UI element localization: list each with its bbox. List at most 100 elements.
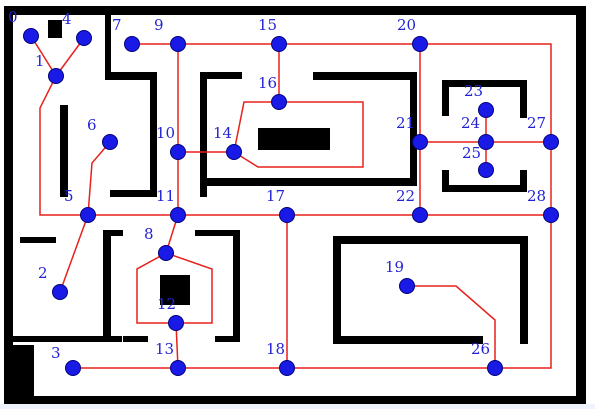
graph-edge-16-14 — [233, 101, 364, 168]
maze-wall — [60, 105, 68, 197]
graph-node-21[interactable]: 21 — [396, 114, 428, 150]
maze-wall — [195, 230, 240, 236]
graph-node-17[interactable]: 17 — [266, 187, 295, 223]
node-label: 26 — [471, 340, 490, 358]
maze-wall — [333, 236, 341, 344]
node-dot — [76, 30, 92, 46]
graph-node-12[interactable]: 12 — [157, 295, 184, 331]
maze-wall — [123, 336, 148, 342]
node-label: 21 — [396, 114, 415, 132]
node-label: 23 — [464, 82, 483, 100]
maze-wall — [4, 6, 13, 404]
graph-node-18[interactable]: 18 — [266, 340, 295, 376]
node-dot — [399, 278, 415, 294]
graph-node-2[interactable]: 2 — [38, 264, 68, 300]
node-label: 1 — [35, 52, 45, 70]
node-label: 19 — [385, 258, 404, 276]
graph-node-3[interactable]: 3 — [51, 344, 81, 376]
node-label: 17 — [266, 187, 285, 205]
graph-node-14[interactable]: 14 — [213, 124, 242, 160]
node-label: 28 — [527, 187, 546, 205]
maze-wall — [520, 170, 527, 192]
node-label: 2 — [38, 264, 48, 282]
graph-node-8[interactable]: 8 — [144, 225, 174, 261]
node-dot — [412, 207, 428, 223]
node-dot — [478, 102, 494, 118]
maze-wall — [110, 190, 156, 197]
maze-wall — [105, 15, 111, 77]
graph-node-13[interactable]: 13 — [155, 340, 186, 376]
node-dot — [279, 207, 295, 223]
node-label: 22 — [396, 187, 415, 205]
node-label: 4 — [62, 10, 72, 28]
graph-node-1[interactable]: 1 — [35, 52, 64, 84]
node-label: 15 — [258, 16, 277, 34]
node-label: 10 — [156, 124, 175, 142]
node-label: 20 — [397, 16, 416, 34]
graph-node-27[interactable]: 27 — [527, 114, 559, 150]
node-dot — [279, 360, 295, 376]
graph-node-10[interactable]: 10 — [156, 124, 186, 160]
node-label: 12 — [157, 295, 176, 313]
node-label: 16 — [258, 74, 277, 92]
graph-node-26[interactable]: 26 — [471, 340, 503, 376]
node-dot — [271, 94, 287, 110]
maze-wall — [103, 230, 111, 342]
node-label: 11 — [156, 187, 175, 205]
node-label: 25 — [462, 144, 481, 162]
graph-node-15[interactable]: 15 — [258, 16, 287, 52]
node-dot — [412, 134, 428, 150]
maze-wall — [10, 336, 122, 342]
graph-node-19[interactable]: 19 — [385, 258, 415, 294]
node-label: 9 — [154, 16, 164, 34]
graph-edge-5-2 — [59, 214, 89, 293]
node-dot — [487, 360, 503, 376]
graph-node-20[interactable]: 20 — [397, 16, 428, 52]
node-label: 7 — [112, 16, 122, 34]
maze-wall — [204, 178, 417, 186]
graph-node-9[interactable]: 9 — [154, 16, 186, 52]
node-dot — [226, 144, 242, 160]
node-dot — [168, 315, 184, 331]
graph-edge-26-28 — [495, 215, 552, 369]
graph-node-28[interactable]: 28 — [527, 187, 559, 223]
maze-wall — [200, 72, 207, 197]
node-dot — [80, 207, 96, 223]
graph-node-24[interactable]: 24 — [461, 114, 494, 150]
graph-node-23[interactable]: 23 — [464, 82, 494, 118]
node-dot — [170, 144, 186, 160]
maze-wall — [20, 237, 56, 243]
graph-edge-19-26 — [407, 285, 496, 368]
maze-wall — [520, 80, 527, 118]
node-dot — [158, 245, 174, 261]
graph-node-16[interactable]: 16 — [258, 74, 287, 110]
node-dot — [271, 36, 287, 52]
bottom-strip — [0, 404, 595, 409]
graph-node-25[interactable]: 25 — [462, 144, 494, 178]
node-dot — [48, 68, 64, 84]
graph-node-6[interactable]: 6 — [87, 116, 118, 150]
graph-node-22[interactable]: 22 — [396, 187, 428, 223]
graph-node-11[interactable]: 11 — [156, 187, 186, 223]
node-dot — [124, 36, 140, 52]
graph-node-4[interactable]: 4 — [62, 10, 92, 46]
graph-node-7[interactable]: 7 — [112, 16, 140, 52]
node-dot — [478, 134, 494, 150]
maze-wall — [103, 230, 123, 236]
graph-node-5[interactable]: 5 — [64, 187, 96, 223]
node-label: 24 — [461, 114, 480, 132]
maze-wall — [333, 236, 528, 244]
node-dot — [170, 36, 186, 52]
maze-wall — [313, 72, 417, 80]
node-label: 5 — [64, 187, 74, 205]
node-dot — [170, 207, 186, 223]
maze-wall — [442, 185, 527, 192]
maze-wall — [233, 230, 240, 342]
maze-wall — [442, 80, 449, 116]
graph-node-0[interactable]: 0 — [8, 8, 39, 44]
maze-wall — [333, 336, 483, 344]
graph-edge-20-27 — [420, 43, 552, 142]
node-dot — [412, 36, 428, 52]
